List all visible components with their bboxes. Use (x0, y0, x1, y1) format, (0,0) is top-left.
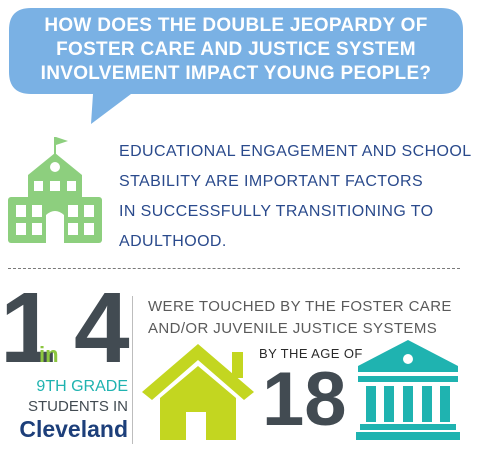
question-bubble: HOW DOES THE DOUBLE JEOPARDY OF FOSTER C… (9, 8, 463, 124)
stat-numerator: 1 (0, 272, 56, 384)
age-number: 18 (262, 357, 347, 442)
education-line-2: STABILITY ARE IMPORTANT FACTORS (119, 173, 424, 190)
city-label: Cleveland (19, 416, 128, 442)
school-icon (8, 137, 102, 243)
by-age-label: BY THE AGE OF (259, 346, 363, 361)
education-line-3: IN SUCCESSFULLY TRANSITIONING TO (119, 203, 434, 220)
education-statement: EDUCATIONAL ENGAGEMENT AND SCHOOL STABIL… (119, 137, 479, 257)
courthouse-icon (356, 340, 460, 440)
students-label: STUDENTS IN (27, 398, 128, 415)
education-line-1: EDUCATIONAL ENGAGEMENT AND SCHOOL (119, 143, 472, 160)
speech-bubble-shape (9, 8, 463, 124)
grade-label: 9TH GRADE (36, 378, 128, 395)
vertical-divider (132, 296, 133, 444)
house-icon (142, 344, 254, 440)
stat-in-word: in (39, 342, 59, 367)
touched-line-2: AND/OR JUVENILE JUSTICE SYSTEMS (148, 320, 438, 337)
question-line-3: INVOLVEMENT IMPACT YOUNG PEOPLE? (40, 63, 432, 84)
question-line-2: FOSTER CARE AND JUSTICE SYSTEM (56, 39, 416, 60)
touched-line-1: WERE TOUCHED BY THE FOSTER CARE (148, 298, 452, 315)
question-text: HOW DOES THE DOUBLE JEOPARDY OF FOSTER C… (23, 14, 449, 86)
touched-statement: WERE TOUCHED BY THE FOSTER CARE AND/OR J… (148, 296, 468, 340)
education-line-4: ADULTHOOD. (119, 233, 227, 250)
question-line-1: HOW DOES THE DOUBLE JEOPARDY OF (44, 15, 428, 36)
stat-denominator: 4 (74, 272, 130, 384)
section-divider (8, 268, 460, 269)
